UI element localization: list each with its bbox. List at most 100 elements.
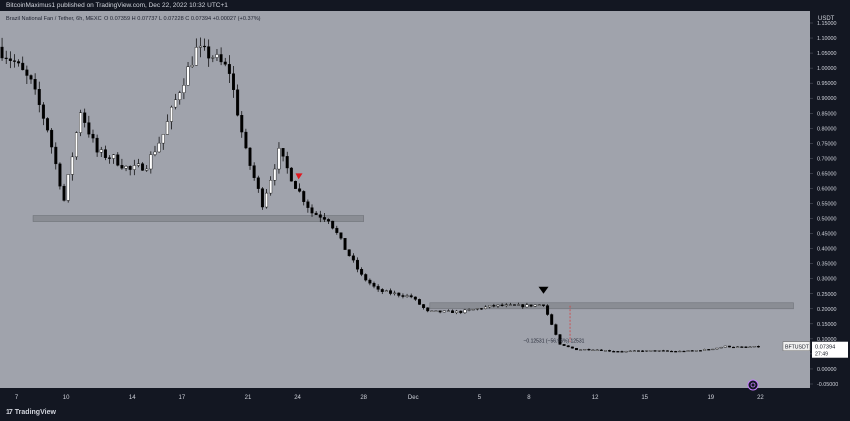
- candle-body: [546, 305, 550, 315]
- candle-body: [372, 283, 376, 287]
- candle-body: [269, 180, 273, 194]
- y-tick-label: 0.65000: [817, 171, 837, 177]
- candle-body: [37, 89, 41, 106]
- candle-body: [120, 165, 124, 169]
- candle-body: [583, 349, 587, 351]
- candle-body: [116, 154, 120, 166]
- x-tick-label: 14: [129, 395, 136, 401]
- candle-body: [637, 350, 640, 352]
- y-tick-label: 0.70000: [817, 156, 837, 162]
- candle-body: [260, 188, 264, 208]
- price-chart[interactable]: Brazil National Fan / Tether, 6h, MEXC O…: [0, 11, 850, 404]
- y-tick-label: 0.50000: [817, 217, 837, 223]
- candle-body: [612, 351, 616, 353]
- candle-body: [62, 185, 66, 201]
- candle-body: [256, 177, 260, 189]
- candle-body: [699, 350, 702, 352]
- y-tick-label: 0.15000: [817, 322, 837, 328]
- y-tick-label: 1.10000: [817, 36, 837, 42]
- candle-body: [670, 350, 674, 353]
- candle-body: [620, 351, 624, 353]
- y-tick-label: 0.85000: [817, 111, 837, 117]
- candle-body: [145, 168, 149, 171]
- tradingview-logo[interactable]: 17 TradingView: [6, 407, 56, 418]
- candle-body: [463, 309, 467, 313]
- x-tick-label: 28: [360, 395, 367, 401]
- settings-icon[interactable]: [747, 379, 759, 391]
- legend-ohlc: O 0.07359 H 0.07737 L 0.07228 C 0.07394 …: [104, 16, 261, 22]
- candle-body: [756, 346, 760, 348]
- y-tick-label: 0.90000: [817, 96, 837, 102]
- candle-body: [174, 99, 178, 108]
- candle-body: [248, 147, 252, 166]
- candle-body: [508, 304, 512, 306]
- candle-body: [8, 58, 12, 61]
- candle-body: [289, 167, 293, 182]
- x-tick-label: 7: [15, 395, 19, 401]
- candle-body: [79, 112, 83, 133]
- candle-body: [455, 310, 459, 313]
- footer-bar: 17 TradingView: [0, 404, 850, 421]
- candle-body: [165, 121, 169, 135]
- candle-body: [674, 351, 678, 353]
- candle-body: [401, 295, 405, 297]
- candle-body: [628, 350, 632, 352]
- candle-body: [417, 299, 421, 305]
- candle-body: [360, 269, 364, 275]
- candle-body: [157, 142, 161, 153]
- candle-body: [4, 57, 8, 59]
- candle-body: [298, 188, 302, 192]
- candle-body: [203, 45, 207, 48]
- candle-body: [252, 165, 256, 178]
- last-price-value: 0.07394: [815, 345, 835, 351]
- candle-body: [533, 304, 537, 307]
- candle-body: [108, 157, 111, 159]
- candle-body: [579, 349, 583, 351]
- publish-bar: BitcoinMaximus1 published on TradingView…: [0, 0, 850, 11]
- chart-container[interactable]: Brazil National Fan / Tether, 6h, MEXC O…: [0, 11, 850, 404]
- candle-body: [124, 165, 128, 169]
- candle-body: [302, 191, 306, 202]
- candle-body: [219, 54, 223, 63]
- candle-body: [54, 146, 58, 165]
- candle-body: [632, 350, 636, 352]
- x-tick-label: 5: [478, 395, 482, 401]
- black-arrow-marker: [538, 286, 549, 294]
- candle-body: [393, 292, 397, 294]
- y-tick-label: 0.00000: [817, 367, 837, 373]
- last-price-box: [812, 341, 848, 358]
- symbol-tag: [782, 341, 811, 351]
- candle-body: [285, 156, 289, 169]
- price-axis[interactable]: [810, 11, 850, 404]
- candle-body: [66, 174, 70, 201]
- time-axis[interactable]: [0, 388, 810, 404]
- y-tick-label: 1.00000: [817, 66, 837, 72]
- candle-body: [132, 165, 136, 170]
- candle-body: [649, 350, 653, 352]
- candle-body: [690, 350, 694, 352]
- candle-body: [736, 346, 740, 348]
- measure-annotation: −0.12531 (−56.96%) 12531: [524, 338, 585, 344]
- candle-body: [513, 304, 516, 306]
- candle-body: [442, 310, 446, 313]
- tradingview-brand: TradingView: [14, 409, 56, 416]
- candle-body: [529, 304, 533, 307]
- candle-body: [608, 350, 612, 352]
- candle-body: [413, 296, 417, 300]
- candle-body: [459, 310, 463, 313]
- candle-body: [665, 350, 669, 352]
- candle-body: [694, 350, 698, 352]
- candle-body: [653, 350, 657, 352]
- candle-body: [645, 350, 649, 352]
- candle-body: [314, 212, 318, 215]
- tradingview-mark-icon: 17: [6, 409, 13, 416]
- candle-body: [306, 201, 310, 208]
- candle-body: [0, 46, 4, 59]
- candle-body: [723, 345, 727, 348]
- candle-body: [281, 148, 285, 157]
- candle-body: [368, 279, 372, 284]
- candle-body: [641, 350, 645, 352]
- chart-pane[interactable]: [0, 11, 810, 388]
- x-tick-label: Dec: [408, 395, 419, 401]
- candle-body: [703, 349, 707, 351]
